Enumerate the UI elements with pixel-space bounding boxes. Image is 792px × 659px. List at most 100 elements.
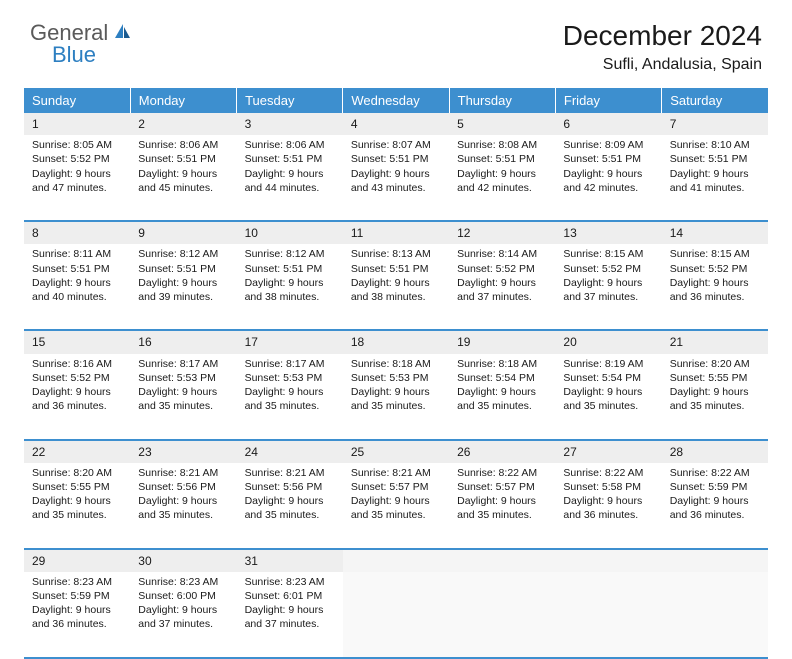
- sunset-line: Sunset: 6:00 PM: [138, 589, 228, 603]
- daylight-line: Daylight: 9 hours and 37 minutes.: [245, 603, 335, 631]
- sunset-line: Sunset: 5:51 PM: [245, 262, 335, 276]
- daylight-line: Daylight: 9 hours and 36 minutes.: [563, 494, 653, 522]
- day-number-cell: 24: [237, 440, 343, 463]
- sunrise-line: Sunrise: 8:18 AM: [351, 357, 441, 371]
- day-detail-cell: Sunrise: 8:18 AMSunset: 5:53 PMDaylight:…: [343, 354, 449, 440]
- weekday-header: Tuesday: [237, 88, 343, 113]
- daylight-line: Daylight: 9 hours and 35 minutes.: [245, 494, 335, 522]
- page-header: General Blue December 2024 Sufli, Andalu…: [0, 0, 792, 80]
- daylight-line: Daylight: 9 hours and 38 minutes.: [351, 276, 441, 304]
- day-detail-cell: Sunrise: 8:13 AMSunset: 5:51 PMDaylight:…: [343, 244, 449, 330]
- daylight-line: Daylight: 9 hours and 37 minutes.: [563, 276, 653, 304]
- day-detail-cell: Sunrise: 8:11 AMSunset: 5:51 PMDaylight:…: [24, 244, 130, 330]
- sunset-line: Sunset: 5:51 PM: [351, 152, 441, 166]
- day-detail-cell: Sunrise: 8:09 AMSunset: 5:51 PMDaylight:…: [555, 135, 661, 221]
- day-number-cell: 25: [343, 440, 449, 463]
- weekday-header: Monday: [130, 88, 236, 113]
- daylight-line: Daylight: 9 hours and 35 minutes.: [32, 494, 122, 522]
- sunset-line: Sunset: 5:59 PM: [32, 589, 122, 603]
- sunset-line: Sunset: 5:55 PM: [670, 371, 760, 385]
- sunset-line: Sunset: 5:52 PM: [32, 371, 122, 385]
- day-number-cell: 29: [24, 549, 130, 572]
- daylight-line: Daylight: 9 hours and 35 minutes.: [245, 385, 335, 413]
- sunrise-line: Sunrise: 8:21 AM: [138, 466, 228, 480]
- daylight-line: Daylight: 9 hours and 40 minutes.: [32, 276, 122, 304]
- daylight-line: Daylight: 9 hours and 35 minutes.: [351, 385, 441, 413]
- day-number-cell: [662, 549, 768, 572]
- day-number-row: 22232425262728: [24, 440, 768, 463]
- daylight-line: Daylight: 9 hours and 37 minutes.: [457, 276, 547, 304]
- daylight-line: Daylight: 9 hours and 35 minutes.: [351, 494, 441, 522]
- day-detail-cell: Sunrise: 8:19 AMSunset: 5:54 PMDaylight:…: [555, 354, 661, 440]
- day-detail-cell: Sunrise: 8:06 AMSunset: 5:51 PMDaylight:…: [130, 135, 236, 221]
- day-number-cell: 5: [449, 113, 555, 135]
- day-detail-cell: Sunrise: 8:12 AMSunset: 5:51 PMDaylight:…: [130, 244, 236, 330]
- sunrise-line: Sunrise: 8:12 AM: [138, 247, 228, 261]
- sunset-line: Sunset: 5:53 PM: [245, 371, 335, 385]
- sunset-line: Sunset: 5:56 PM: [245, 480, 335, 494]
- daylight-line: Daylight: 9 hours and 35 minutes.: [457, 385, 547, 413]
- sunrise-line: Sunrise: 8:19 AM: [563, 357, 653, 371]
- daylight-line: Daylight: 9 hours and 45 minutes.: [138, 167, 228, 195]
- day-number-cell: 4: [343, 113, 449, 135]
- day-detail-cell: Sunrise: 8:23 AMSunset: 6:01 PMDaylight:…: [237, 572, 343, 658]
- sunset-line: Sunset: 5:51 PM: [138, 152, 228, 166]
- sunset-line: Sunset: 5:56 PM: [138, 480, 228, 494]
- sunrise-line: Sunrise: 8:11 AM: [32, 247, 122, 261]
- sunrise-line: Sunrise: 8:17 AM: [138, 357, 228, 371]
- day-detail-cell: Sunrise: 8:17 AMSunset: 5:53 PMDaylight:…: [237, 354, 343, 440]
- day-detail-cell: [662, 572, 768, 658]
- sunset-line: Sunset: 6:01 PM: [245, 589, 335, 603]
- day-number-cell: 23: [130, 440, 236, 463]
- sunset-line: Sunset: 5:51 PM: [138, 262, 228, 276]
- day-number-cell: 28: [662, 440, 768, 463]
- day-detail-cell: Sunrise: 8:20 AMSunset: 5:55 PMDaylight:…: [24, 463, 130, 549]
- weekday-header: Friday: [555, 88, 661, 113]
- day-number-cell: 22: [24, 440, 130, 463]
- day-detail-cell: Sunrise: 8:07 AMSunset: 5:51 PMDaylight:…: [343, 135, 449, 221]
- daylight-line: Daylight: 9 hours and 42 minutes.: [457, 167, 547, 195]
- daylight-line: Daylight: 9 hours and 39 minutes.: [138, 276, 228, 304]
- day-number-cell: [555, 549, 661, 572]
- day-number-cell: [449, 549, 555, 572]
- daylight-line: Daylight: 9 hours and 44 minutes.: [245, 167, 335, 195]
- sunset-line: Sunset: 5:51 PM: [32, 262, 122, 276]
- day-number-row: 293031: [24, 549, 768, 572]
- day-detail-row: Sunrise: 8:16 AMSunset: 5:52 PMDaylight:…: [24, 354, 768, 440]
- day-detail-cell: Sunrise: 8:23 AMSunset: 5:59 PMDaylight:…: [24, 572, 130, 658]
- brand-logo: General Blue: [30, 20, 133, 46]
- daylight-line: Daylight: 9 hours and 47 minutes.: [32, 167, 122, 195]
- title-block: December 2024 Sufli, Andalusia, Spain: [563, 20, 762, 74]
- day-number-cell: 17: [237, 330, 343, 353]
- day-number-cell: 27: [555, 440, 661, 463]
- sunset-line: Sunset: 5:54 PM: [563, 371, 653, 385]
- day-number-cell: 14: [662, 221, 768, 244]
- daylight-line: Daylight: 9 hours and 35 minutes.: [563, 385, 653, 413]
- sunset-line: Sunset: 5:55 PM: [32, 480, 122, 494]
- day-detail-cell: Sunrise: 8:15 AMSunset: 5:52 PMDaylight:…: [555, 244, 661, 330]
- sunrise-line: Sunrise: 8:21 AM: [245, 466, 335, 480]
- sunrise-line: Sunrise: 8:06 AM: [138, 138, 228, 152]
- month-title: December 2024: [563, 20, 762, 52]
- day-number-cell: 16: [130, 330, 236, 353]
- day-number-cell: 10: [237, 221, 343, 244]
- day-number-cell: 21: [662, 330, 768, 353]
- brand-text-sub: Blue: [52, 42, 96, 68]
- sunrise-line: Sunrise: 8:13 AM: [351, 247, 441, 261]
- day-number-cell: 18: [343, 330, 449, 353]
- day-detail-cell: Sunrise: 8:17 AMSunset: 5:53 PMDaylight:…: [130, 354, 236, 440]
- day-detail-row: Sunrise: 8:11 AMSunset: 5:51 PMDaylight:…: [24, 244, 768, 330]
- day-detail-cell: Sunrise: 8:21 AMSunset: 5:56 PMDaylight:…: [237, 463, 343, 549]
- daylight-line: Daylight: 9 hours and 42 minutes.: [563, 167, 653, 195]
- day-detail-cell: Sunrise: 8:22 AMSunset: 5:57 PMDaylight:…: [449, 463, 555, 549]
- sunrise-line: Sunrise: 8:22 AM: [457, 466, 547, 480]
- sunset-line: Sunset: 5:57 PM: [457, 480, 547, 494]
- day-detail-cell: Sunrise: 8:06 AMSunset: 5:51 PMDaylight:…: [237, 135, 343, 221]
- day-number-cell: 11: [343, 221, 449, 244]
- daylight-line: Daylight: 9 hours and 38 minutes.: [245, 276, 335, 304]
- sunrise-line: Sunrise: 8:23 AM: [245, 575, 335, 589]
- day-number-cell: 9: [130, 221, 236, 244]
- daylight-line: Daylight: 9 hours and 35 minutes.: [457, 494, 547, 522]
- sunrise-line: Sunrise: 8:20 AM: [32, 466, 122, 480]
- sunrise-line: Sunrise: 8:14 AM: [457, 247, 547, 261]
